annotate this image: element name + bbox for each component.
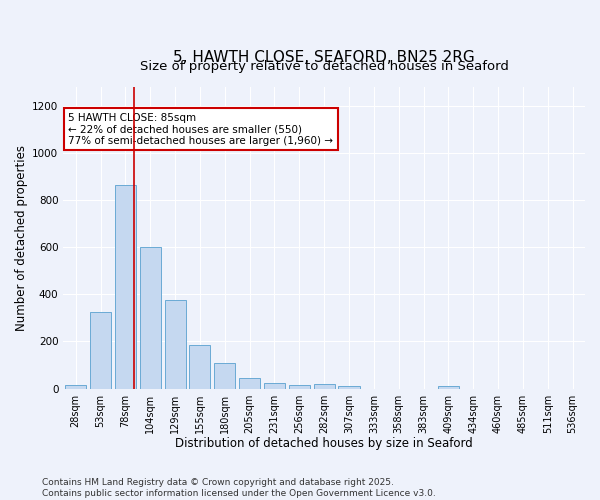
Bar <box>239 378 260 388</box>
Bar <box>438 386 459 388</box>
Text: Size of property relative to detached houses in Seaford: Size of property relative to detached ho… <box>140 60 509 74</box>
Y-axis label: Number of detached properties: Number of detached properties <box>15 145 28 331</box>
Text: 5 HAWTH CLOSE: 85sqm
← 22% of detached houses are smaller (550)
77% of semi-deta: 5 HAWTH CLOSE: 85sqm ← 22% of detached h… <box>68 112 334 146</box>
Bar <box>190 345 211 389</box>
Bar <box>264 382 285 388</box>
Bar <box>140 247 161 388</box>
Text: Contains HM Land Registry data © Crown copyright and database right 2025.
Contai: Contains HM Land Registry data © Crown c… <box>42 478 436 498</box>
Bar <box>164 300 185 388</box>
Bar <box>289 385 310 388</box>
Bar <box>338 386 359 388</box>
Bar <box>90 312 111 388</box>
X-axis label: Distribution of detached houses by size in Seaford: Distribution of detached houses by size … <box>175 437 473 450</box>
Bar <box>115 185 136 388</box>
Bar <box>314 384 335 388</box>
Bar <box>65 385 86 388</box>
Bar <box>214 362 235 388</box>
Title: 5, HAWTH CLOSE, SEAFORD, BN25 2RG: 5, HAWTH CLOSE, SEAFORD, BN25 2RG <box>173 50 475 65</box>
